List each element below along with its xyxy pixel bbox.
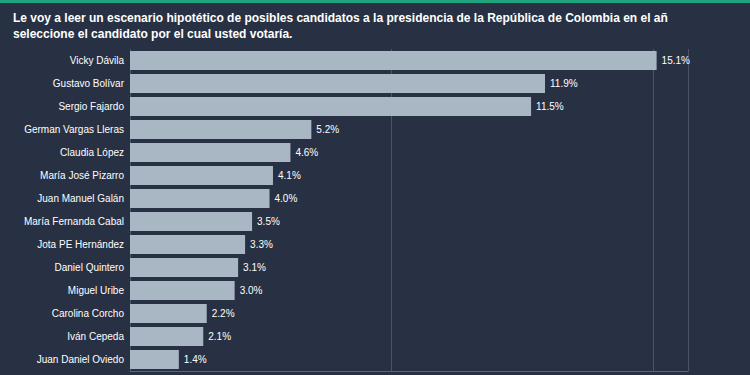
svg-text:Gustavo Bolívar: Gustavo Bolívar bbox=[53, 78, 125, 89]
svg-text:Juan Manuel Galán: Juan Manuel Galán bbox=[37, 193, 124, 204]
svg-text:3.5%: 3.5% bbox=[257, 216, 280, 227]
svg-text:15.1%: 15.1% bbox=[662, 55, 690, 66]
svg-text:4.0%: 4.0% bbox=[275, 193, 298, 204]
svg-text:11.5%: 11.5% bbox=[536, 101, 564, 112]
svg-text:Carolina Corcho: Carolina Corcho bbox=[52, 308, 125, 319]
svg-text:Miguel Uribe: Miguel Uribe bbox=[68, 285, 125, 296]
svg-text:4.6%: 4.6% bbox=[295, 147, 318, 158]
svg-text:María Fernanda Cabal: María Fernanda Cabal bbox=[24, 216, 124, 227]
svg-text:3.3%: 3.3% bbox=[250, 239, 273, 250]
svg-text:Jota PE Hernández: Jota PE Hernández bbox=[37, 239, 124, 250]
svg-text:Daniel Quintero: Daniel Quintero bbox=[55, 262, 125, 273]
svg-text:11.9%: 11.9% bbox=[550, 78, 578, 89]
svg-text:3.1%: 3.1% bbox=[243, 262, 266, 273]
svg-text:5.2%: 5.2% bbox=[316, 124, 339, 135]
svg-text:German Vargas Lleras: German Vargas Lleras bbox=[24, 124, 124, 135]
svg-text:1.4%: 1.4% bbox=[184, 354, 207, 365]
svg-text:2.2%: 2.2% bbox=[212, 308, 235, 319]
svg-text:4.1%: 4.1% bbox=[278, 170, 301, 181]
svg-text:Claudia López: Claudia López bbox=[60, 147, 124, 158]
svg-text:Sergio Fajardo: Sergio Fajardo bbox=[58, 101, 124, 112]
svg-text:Iván Cepeda: Iván Cepeda bbox=[67, 331, 124, 342]
svg-text:3.0%: 3.0% bbox=[240, 285, 263, 296]
svg-text:María José Pizarro: María José Pizarro bbox=[40, 170, 124, 181]
svg-text:2.1%: 2.1% bbox=[208, 331, 231, 342]
svg-text:Le voy a leer un escenario hip: Le voy a leer un escenario hipotético de… bbox=[13, 11, 671, 25]
svg-text:Juan Daniel Oviedo: Juan Daniel Oviedo bbox=[37, 354, 125, 365]
svg-text:Vicky Dávila: Vicky Dávila bbox=[70, 55, 125, 66]
svg-text:seleccione el candidato por el: seleccione el candidato por el cual uste… bbox=[13, 27, 292, 41]
